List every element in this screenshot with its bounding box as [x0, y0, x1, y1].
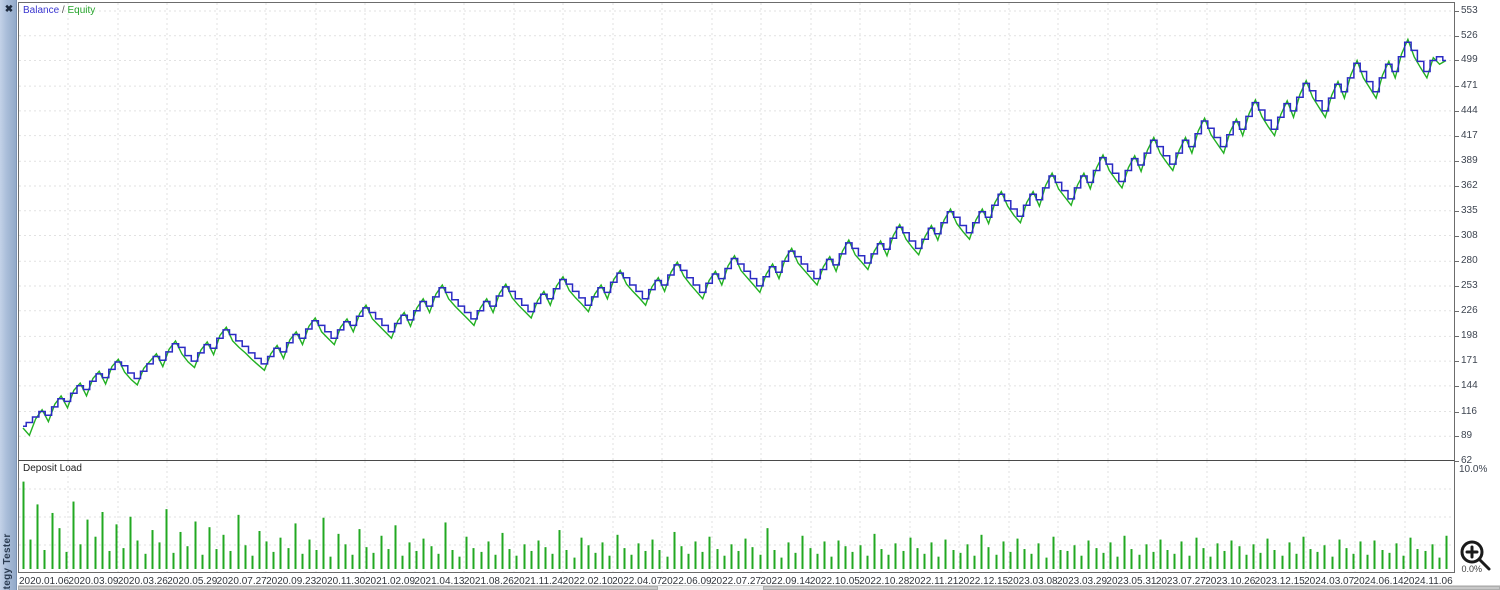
deposit-load-pane[interactable]: Deposit Load — [18, 461, 1455, 573]
price-tick: 226 — [1455, 304, 1478, 316]
balance-equity-pane[interactable]: Balance / Equity — [18, 2, 1455, 461]
price-tick: 253 — [1455, 279, 1478, 291]
equity-line — [22, 37, 1447, 437]
time-axis-label: 2020.03.09 — [68, 576, 119, 587]
price-tick: 89 — [1454, 430, 1473, 442]
time-axis-label: 2022.04.07 — [612, 576, 663, 587]
price-tick: 171 — [1455, 355, 1478, 367]
time-axis-label: 2021.04.13 — [414, 576, 465, 587]
balance-equity-legend: Balance / Equity — [23, 5, 95, 16]
time-axis-label: 2023.03.29 — [1056, 576, 1108, 587]
time-axis-label: 2022.06.09 — [661, 576, 712, 587]
time-axis-label: 2020.11.30 — [315, 576, 366, 587]
panel-title-vertical: Strategy Tester — [2, 533, 13, 590]
time-axis-label: 2023.07.27 — [1155, 576, 1206, 587]
zoom-level-label: 0.0% — [1461, 564, 1482, 574]
price-tick: 471 — [1455, 80, 1478, 92]
time-axis-label: 2022.12.15 — [958, 576, 1009, 587]
chart-frame: Balance / Equity Deposit Load 553 526 499 4… — [18, 0, 1500, 590]
price-tick: 417 — [1455, 129, 1478, 141]
time-axis-label: 2023.12.15 — [1254, 576, 1305, 587]
price-tick: 335 — [1455, 204, 1478, 216]
time-axis-label: 2021.08.26 — [463, 576, 514, 587]
time-axis-label: 2023.03.08 — [1007, 576, 1058, 587]
deposit-gridlines — [19, 461, 1454, 572]
time-axis-label: 2022.11.21 — [909, 576, 959, 587]
legend-equity-label: Equity — [67, 5, 96, 16]
balance-line — [23, 41, 1446, 427]
time-axis-label: 2020.07.27 — [216, 576, 267, 587]
time-axis-label: 2020.05.29 — [167, 576, 218, 587]
time-axis-label: 2022.02.10 — [562, 576, 613, 587]
price-tick: 308 — [1455, 229, 1478, 241]
deposit-load-legend: Deposit Load — [23, 463, 82, 474]
deposit-scale-percent: 10.0% — [1459, 464, 1488, 475]
time-axis-label: 2022.09.14 — [760, 576, 811, 587]
time-axis-label: 2023.10.26 — [1205, 576, 1256, 587]
balance-equity-series — [22, 37, 1447, 437]
price-tick: 444 — [1455, 104, 1478, 116]
time-axis-label: 2020.09.23 — [266, 576, 317, 587]
scroll-thumb-left[interactable] — [18, 586, 658, 590]
scroll-thumb-right[interactable] — [763, 586, 1500, 590]
price-tick: 198 — [1455, 330, 1478, 342]
time-axis-label: 2022.07.27 — [710, 576, 762, 587]
price-tick: 553 — [1455, 5, 1478, 16]
balance-gridlines — [19, 3, 1454, 460]
price-tick: 280 — [1455, 255, 1478, 267]
horizontal-scrollbar[interactable] — [18, 585, 1500, 590]
magnifier-plus-icon[interactable] — [1458, 538, 1492, 572]
time-axis-label: 2021.02.09 — [364, 576, 416, 587]
time-axis-label: 2020.01.06 — [18, 576, 70, 587]
time-axis-label: 2020.03.26 — [117, 576, 168, 587]
left-dock-rail: ✖ Strategy Tester — [0, 0, 17, 590]
legend-balance-label: Balance — [23, 5, 60, 16]
legend-separator: / — [61, 5, 65, 16]
price-tick: 144 — [1455, 379, 1478, 391]
price-tick: 526 — [1455, 29, 1478, 41]
close-icon[interactable]: ✖ — [4, 4, 14, 15]
time-axis-label: 2022.10.05 — [809, 576, 860, 587]
price-tick: 116 — [1455, 405, 1477, 417]
time-axis-label: 2024.11.06 — [1403, 576, 1453, 587]
price-tick: 62 — [1454, 455, 1473, 466]
time-axis-label: 2023.05.31 — [1106, 576, 1157, 587]
time-axis-label: 2024.03.07 — [1304, 576, 1355, 587]
time-axis-label: 2021.11.24 — [513, 576, 563, 587]
price-tick: 389 — [1455, 155, 1478, 167]
price-scale[interactable]: 553 526 499 471 444 417 389 362 335 308 280 253 226 1… — [1454, 0, 1500, 573]
price-tick: 499 — [1455, 54, 1478, 66]
price-tick: 362 — [1455, 180, 1478, 192]
time-axis-label: 2022.10.28 — [859, 576, 910, 587]
time-axis-label: 2024.06.14 — [1353, 576, 1404, 587]
deposit-load-bars — [22, 481, 1448, 569]
